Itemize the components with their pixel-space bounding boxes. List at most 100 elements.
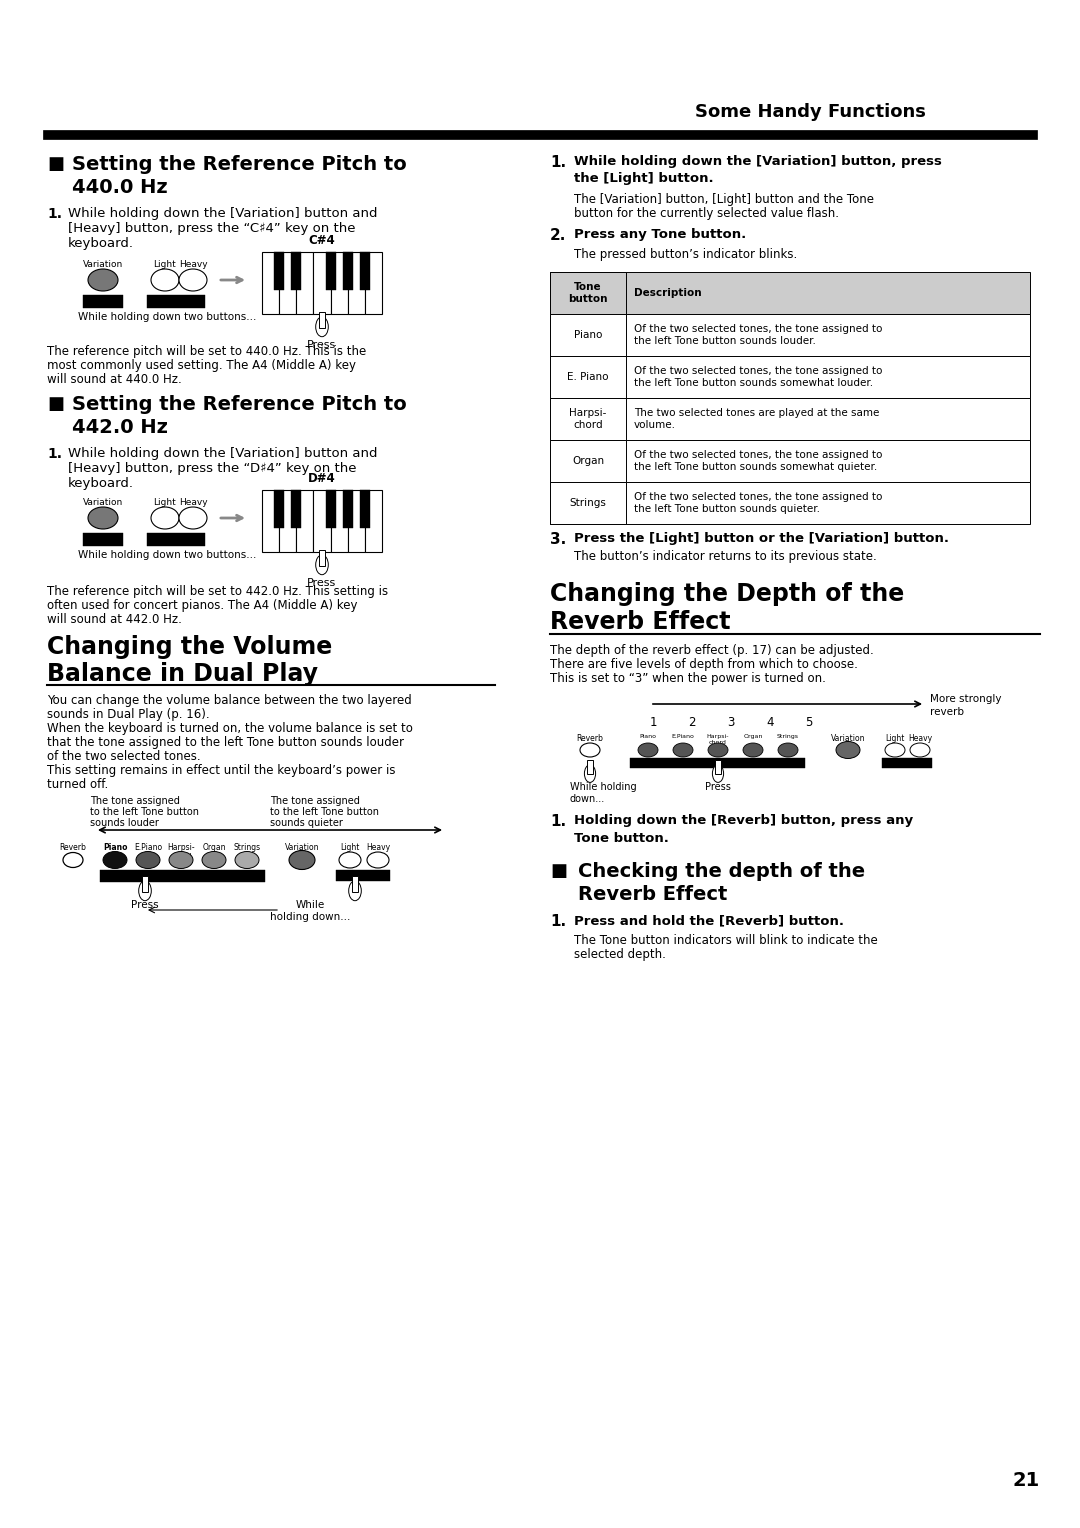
Ellipse shape xyxy=(151,507,179,529)
Text: Press: Press xyxy=(131,900,159,911)
Bar xyxy=(715,759,720,775)
Text: Some Handy Functions: Some Handy Functions xyxy=(694,102,926,121)
Bar xyxy=(313,252,330,313)
Text: Heavy: Heavy xyxy=(908,733,932,743)
Text: often used for concert pianos. The A4 (Middle A) key: often used for concert pianos. The A4 (M… xyxy=(48,599,357,613)
Ellipse shape xyxy=(708,743,728,756)
Ellipse shape xyxy=(638,743,658,756)
Text: ■: ■ xyxy=(48,154,64,173)
Text: keyboard.: keyboard. xyxy=(68,237,134,251)
Text: Key Touch: Key Touch xyxy=(156,298,197,304)
Text: Changing the Depth of the: Changing the Depth of the xyxy=(550,582,904,607)
Ellipse shape xyxy=(103,851,127,868)
Text: There are five levels of depth from which to choose.: There are five levels of depth from whic… xyxy=(550,659,858,671)
Bar xyxy=(336,869,390,882)
Text: C#4: C#4 xyxy=(309,234,336,248)
Text: 1.: 1. xyxy=(48,206,62,222)
Text: Light: Light xyxy=(153,498,176,507)
Bar xyxy=(274,252,284,290)
Text: sounds in Dual Play (p. 16).: sounds in Dual Play (p. 16). xyxy=(48,707,210,721)
Text: ■: ■ xyxy=(48,396,64,413)
Bar xyxy=(147,295,205,309)
Text: You can change the volume balance between the two layered: You can change the volume balance betwee… xyxy=(48,694,411,707)
Bar xyxy=(141,876,148,892)
Text: 21: 21 xyxy=(1013,1471,1040,1490)
Bar xyxy=(279,490,296,552)
Text: Description: Description xyxy=(634,287,702,298)
Text: keyboard.: keyboard. xyxy=(68,477,134,490)
Ellipse shape xyxy=(202,851,226,868)
Ellipse shape xyxy=(580,743,600,756)
Text: the [Light] button.: the [Light] button. xyxy=(573,173,714,185)
Bar xyxy=(292,490,301,529)
Text: turned off.: turned off. xyxy=(48,778,108,792)
Bar xyxy=(550,272,626,313)
Text: Holding down the [Reverb] button, press any: Holding down the [Reverb] button, press … xyxy=(573,814,913,827)
Text: Piano: Piano xyxy=(103,843,127,853)
Bar xyxy=(550,356,626,397)
Ellipse shape xyxy=(315,316,328,336)
Text: Strings: Strings xyxy=(777,733,799,740)
Text: 1.: 1. xyxy=(550,914,566,929)
Bar xyxy=(550,440,626,481)
Text: 3: 3 xyxy=(727,717,734,729)
Ellipse shape xyxy=(87,507,118,529)
Text: Reverb Effect: Reverb Effect xyxy=(550,610,730,634)
Bar xyxy=(100,869,265,882)
Bar xyxy=(348,490,365,552)
Text: Of the two selected tones, the tone assigned to
the left Tone button sounds loud: Of the two selected tones, the tone assi… xyxy=(634,324,882,345)
Text: Reverb: Reverb xyxy=(577,733,604,743)
Text: Setting the Reference Pitch to: Setting the Reference Pitch to xyxy=(72,154,407,174)
Bar xyxy=(348,252,365,313)
Ellipse shape xyxy=(138,882,151,900)
Text: to the left Tone button: to the left Tone button xyxy=(270,807,379,817)
Bar xyxy=(325,490,336,529)
Text: sounds quieter: sounds quieter xyxy=(270,817,342,828)
Text: Heavy: Heavy xyxy=(178,498,207,507)
Text: ■: ■ xyxy=(550,862,567,880)
Text: While holding down the [Variation] button, press: While holding down the [Variation] butto… xyxy=(573,154,942,168)
Ellipse shape xyxy=(349,882,362,900)
Text: Organ: Organ xyxy=(572,455,604,466)
Text: Press: Press xyxy=(705,782,731,792)
Text: While holding down the [Variation] button and: While holding down the [Variation] butto… xyxy=(68,206,378,220)
Text: button for the currently selected value flash.: button for the currently selected value … xyxy=(573,206,839,220)
Text: The reference pitch will be set to 440.0 Hz. This is the: The reference pitch will be set to 440.0… xyxy=(48,345,366,358)
Text: Strings: Strings xyxy=(233,843,260,853)
Text: 4: 4 xyxy=(766,717,773,729)
Text: The tone assigned: The tone assigned xyxy=(90,796,180,805)
Bar xyxy=(296,252,313,313)
Text: 3.: 3. xyxy=(550,532,566,547)
Text: 1.: 1. xyxy=(550,814,566,830)
Text: While holding down two buttons...: While holding down two buttons... xyxy=(78,312,256,322)
Text: Variation: Variation xyxy=(831,733,865,743)
Bar xyxy=(550,440,1030,481)
Text: 1.: 1. xyxy=(48,448,62,461)
Bar xyxy=(43,130,1037,139)
Text: selected depth.: selected depth. xyxy=(573,947,666,961)
Bar xyxy=(342,490,353,529)
Text: Key Touch: Key Touch xyxy=(894,761,920,766)
Text: While: While xyxy=(295,900,325,911)
Ellipse shape xyxy=(315,555,328,575)
Text: Press the [Light] button or the [Variation] button.: Press the [Light] button or the [Variati… xyxy=(573,532,949,545)
Bar xyxy=(882,758,932,769)
Bar xyxy=(83,295,123,309)
Ellipse shape xyxy=(885,743,905,756)
Text: Tone: Tone xyxy=(710,758,727,767)
Text: The pressed button’s indicator blinks.: The pressed button’s indicator blinks. xyxy=(573,248,797,261)
Text: Variation: Variation xyxy=(83,498,123,507)
Bar xyxy=(330,252,348,313)
Text: More strongly: More strongly xyxy=(930,694,1001,704)
Text: The tone assigned: The tone assigned xyxy=(270,796,360,805)
Text: 2.: 2. xyxy=(550,228,566,243)
Text: Organ: Organ xyxy=(202,843,226,853)
Ellipse shape xyxy=(910,743,930,756)
Bar xyxy=(325,252,336,290)
Bar xyxy=(588,759,593,775)
Text: will sound at 440.0 Hz.: will sound at 440.0 Hz. xyxy=(48,373,181,387)
Ellipse shape xyxy=(168,851,193,868)
Bar xyxy=(319,550,325,565)
Ellipse shape xyxy=(743,743,762,756)
Text: Of the two selected tones, the tone assigned to
the left Tone button sounds some: Of the two selected tones, the tone assi… xyxy=(634,451,882,472)
